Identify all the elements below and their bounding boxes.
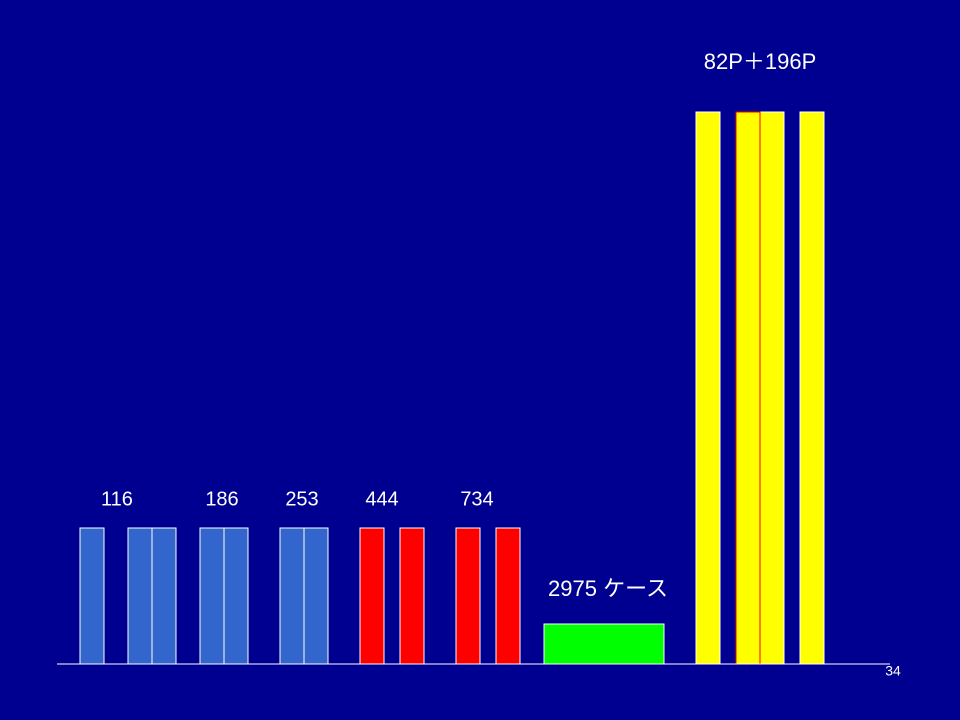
bar [399, 527, 425, 665]
bar [543, 623, 665, 665]
pages-label: 82P＋196P [704, 49, 817, 74]
bar [199, 527, 225, 665]
bar [455, 527, 481, 665]
count-label: 734 [460, 488, 493, 510]
bar [495, 527, 521, 665]
bar [127, 527, 153, 665]
bar [279, 527, 305, 665]
bar [735, 111, 761, 665]
bar [151, 527, 177, 665]
bar [799, 111, 825, 665]
count-label: 186 [205, 488, 238, 510]
bar [759, 111, 785, 665]
count-label: 116 [101, 488, 133, 510]
bar [79, 527, 105, 665]
bar [223, 527, 249, 665]
count-label: 444 [365, 488, 398, 510]
count-label: 253 [285, 488, 318, 510]
bar [695, 111, 721, 665]
bar [359, 527, 385, 665]
cases-label: 2975 ケース [548, 576, 668, 601]
bar [303, 527, 329, 665]
page-number: 34 [885, 663, 901, 679]
